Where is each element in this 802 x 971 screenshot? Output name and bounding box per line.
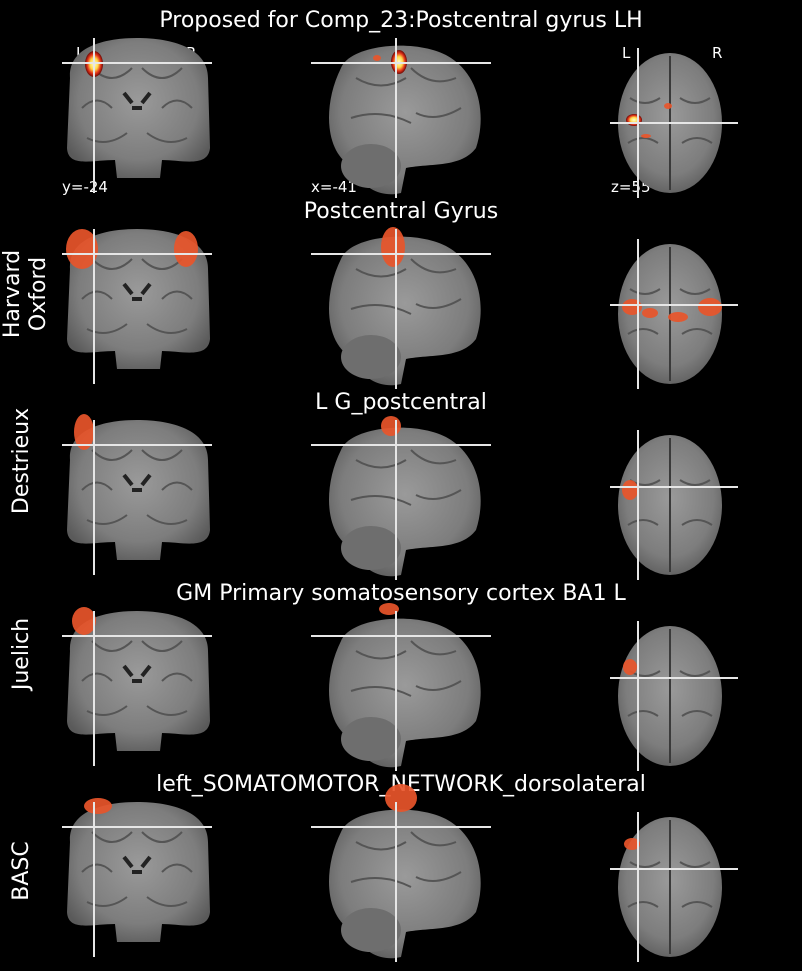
axial-view-row1	[610, 239, 738, 389]
row-title-juelich: GM Primary somatosensory cortex BA1 L	[176, 581, 626, 606]
coronal-view-row2	[62, 414, 212, 575]
atlas-region-overlay	[641, 134, 651, 138]
atlas-label-basc: BASC	[9, 841, 34, 901]
sagittal-view-row1	[311, 227, 491, 389]
orientation-left-axial: L	[622, 44, 631, 62]
axial-view-row2	[610, 430, 738, 580]
axial-view-row0	[610, 48, 738, 198]
atlas-region-overlay	[74, 414, 94, 450]
cerebellum-shape	[341, 526, 401, 570]
atlas-label-harvard-line2: Oxford	[26, 256, 51, 332]
atlas-label-harvard-line1: Harvard	[0, 249, 25, 339]
cerebellum-shape	[341, 335, 401, 379]
atlas-region-overlay	[381, 227, 405, 267]
atlas-region-overlay	[385, 784, 417, 812]
atlas-region-overlay	[373, 55, 381, 61]
coronal-view-row0	[62, 38, 212, 193]
atlas-region-overlay	[174, 231, 198, 267]
sagittal-view-row0	[311, 38, 491, 198]
sagittal-view-row3	[311, 603, 491, 771]
atlas-region-overlay	[624, 838, 640, 850]
ventricle-shape	[122, 91, 152, 110]
atlas-region-overlay	[622, 480, 638, 500]
atlas-region-overlay	[381, 416, 401, 436]
atlas-region-overlay	[72, 607, 96, 635]
row-title-harvard-oxford: Postcentral Gyrus	[303, 199, 499, 224]
row-title-destrieux: L G_postcentral	[315, 390, 487, 415]
coord-label-y: y=-24	[62, 178, 108, 196]
cerebellum-shape	[341, 717, 401, 761]
axial-view-row4	[610, 812, 738, 962]
coronal-view-row3	[62, 607, 212, 766]
atlas-region-overlay	[668, 312, 688, 322]
cerebellum-shape	[341, 908, 401, 952]
ventricle-shape	[122, 855, 152, 874]
atlas-region-overlay	[664, 103, 672, 109]
ventricle-shape	[122, 473, 152, 492]
atlas-region-overlay	[66, 229, 98, 269]
coord-label-z: z=55	[611, 178, 651, 196]
sagittal-view-row2	[311, 416, 491, 580]
coord-label-x: x=-41	[311, 178, 357, 196]
sagittal-view-row4	[311, 784, 491, 962]
ventricle-shape	[122, 282, 152, 301]
atlas-region-overlay	[698, 298, 722, 316]
atlas-region-overlay	[379, 603, 399, 615]
orientation-right-axial: R	[712, 44, 723, 62]
atlas-region-overlay	[623, 659, 637, 675]
activation-blob	[626, 114, 642, 126]
atlas-region-overlay	[642, 308, 658, 318]
axial-view-row3	[610, 621, 738, 771]
cerebellum-shape	[341, 144, 401, 188]
atlas-label-destrieux: Destrieux	[9, 407, 34, 515]
coronal-view-row1	[62, 229, 212, 384]
atlas-region-overlay	[84, 798, 112, 814]
coronal-view-row4	[62, 798, 212, 957]
atlas-label-juelich: Juelich	[9, 617, 34, 691]
atlas-label-harvard-oxford: Harvard Oxford	[0, 234, 52, 354]
ventricle-shape	[122, 664, 152, 683]
figure-title: Proposed for Comp_23:Postcentral gyrus L…	[159, 8, 643, 33]
